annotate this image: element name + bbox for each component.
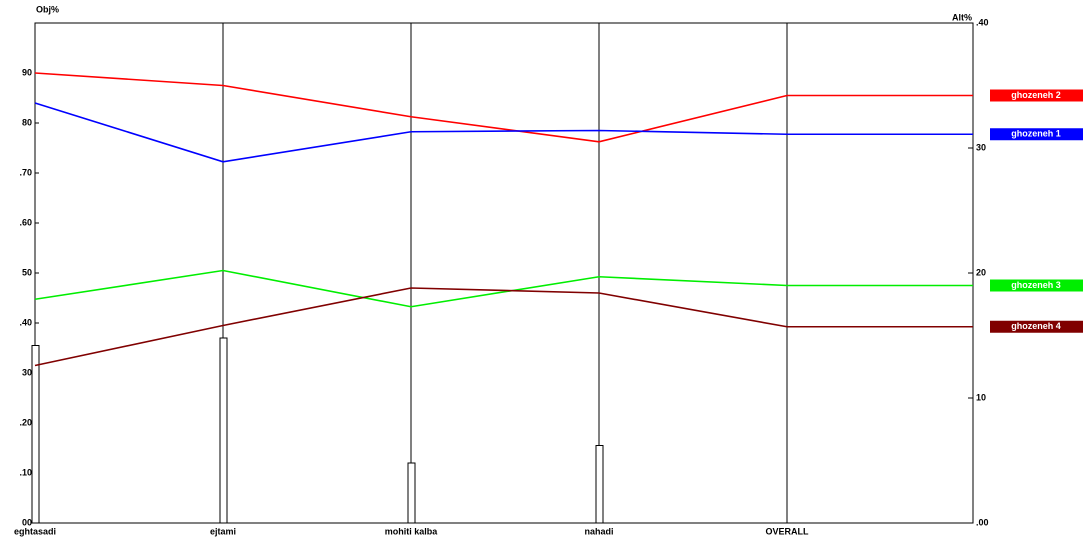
y-tick-label: 80 <box>22 117 32 127</box>
series-line <box>34 287 788 367</box>
y-tick-label: 00 <box>22 517 32 527</box>
y-axis-label: Obj% <box>36 4 59 14</box>
y-tick-label: .10 <box>19 467 32 477</box>
x-tick-label: ejtami <box>210 526 236 536</box>
y-tick-label: .70 <box>19 167 32 177</box>
y-tick-label: .40 <box>19 317 32 327</box>
x-tick-label: eghtasadi <box>14 526 56 536</box>
x-tick-label: nahadi <box>584 526 613 536</box>
y-tick-label: 50 <box>22 267 32 277</box>
x-tick-label: mohiti kalba <box>385 526 439 536</box>
series-line <box>34 72 788 143</box>
y-tick-label: .20 <box>19 417 32 427</box>
bar <box>595 445 604 524</box>
plot-frame <box>34 22 974 524</box>
legend-swatch <box>990 279 1083 292</box>
legend-label: ghozeneh 3 <box>1011 280 1061 290</box>
legend-swatch <box>990 89 1083 102</box>
legend-label: ghozeneh 2 <box>1011 90 1061 100</box>
x-tick-label: OVERALL <box>765 526 809 536</box>
y2-axis-label: Alt% <box>952 12 972 22</box>
legend-label: ghozeneh 1 <box>1011 129 1061 139</box>
bar <box>407 462 416 524</box>
y-tick-label: .60 <box>19 217 32 227</box>
series-line <box>34 102 788 163</box>
y2-tick-label: .40 <box>976 17 989 27</box>
y2-tick-label: 20 <box>976 267 986 277</box>
y-tick-label: 30 <box>22 367 32 377</box>
bar <box>31 345 40 524</box>
y2-tick-label: .00 <box>976 517 989 527</box>
legend-swatch <box>990 320 1083 333</box>
legend-label: ghozeneh 4 <box>1011 321 1061 331</box>
series-line <box>34 269 788 308</box>
y-tick-label: 90 <box>22 67 32 77</box>
y2-tick-label: 10 <box>976 392 986 402</box>
bar <box>219 337 228 524</box>
legend-swatch <box>990 128 1083 141</box>
y2-tick-label: 30 <box>976 142 986 152</box>
